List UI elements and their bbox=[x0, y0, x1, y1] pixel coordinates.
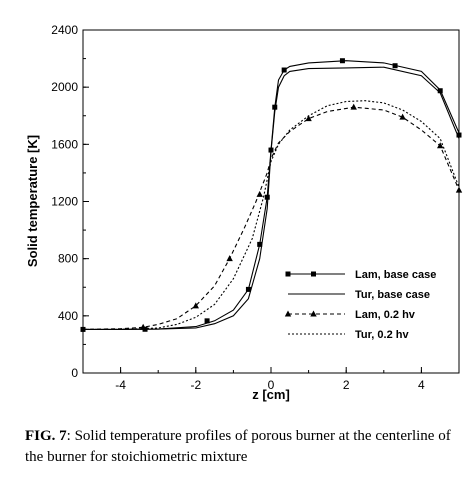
data-point-square bbox=[392, 63, 398, 69]
y-tick-label: 2400 bbox=[51, 23, 78, 37]
data-point-triangle bbox=[455, 186, 463, 193]
data-point-triangle bbox=[310, 310, 317, 317]
legend-label-2: Tur, base case bbox=[355, 289, 430, 301]
y-tick-label: 800 bbox=[58, 252, 78, 266]
data-point-triangle bbox=[399, 113, 406, 120]
data-point-square bbox=[281, 67, 287, 73]
y-tick-label: 0 bbox=[71, 366, 78, 380]
figure-caption: FIG. 7: Solid temperature profiles of po… bbox=[25, 426, 465, 468]
data-point-square bbox=[264, 194, 270, 200]
data-point-square bbox=[311, 271, 316, 277]
data-point-square bbox=[456, 132, 462, 138]
series-4 bbox=[83, 100, 460, 330]
legend-label-1: Lam, base case bbox=[355, 269, 436, 281]
x-tick-label: 4 bbox=[418, 378, 425, 392]
series-3 bbox=[82, 103, 463, 330]
data-point-triangle bbox=[284, 310, 292, 317]
caption-label: FIG. 7 bbox=[25, 428, 67, 444]
legend-label-3: Lam, 0.2 hv bbox=[355, 309, 416, 321]
data-point-square bbox=[437, 88, 443, 94]
series-layer bbox=[80, 58, 463, 332]
legend: Lam, base case Tur, base case Lam, 0.2 hv T… bbox=[284, 269, 436, 341]
data-point-square bbox=[204, 318, 210, 324]
data-point-triangle bbox=[305, 115, 312, 122]
data-point-square bbox=[285, 271, 291, 277]
data-point-triangle bbox=[256, 190, 263, 197]
y-tick-label: 2000 bbox=[51, 80, 78, 94]
data-point-triangle bbox=[192, 302, 199, 309]
x-axis-title: z [cm] bbox=[252, 387, 290, 402]
series-line-3 bbox=[82, 106, 460, 330]
y-tick-label: 1600 bbox=[51, 137, 78, 151]
x-axis-ticks: -4 -2 0 2 4 bbox=[82, 367, 460, 392]
legend-label-4: Tur, 0.2 hv bbox=[355, 329, 409, 341]
y-axis-ticks: 0 400 800 1200 1600 2000 2400 bbox=[51, 23, 89, 380]
data-point-triangle bbox=[350, 103, 357, 110]
data-point-triangle bbox=[226, 255, 233, 262]
x-tick-label: 2 bbox=[343, 378, 350, 392]
series-line-4 bbox=[83, 100, 460, 330]
y-tick-label: 1200 bbox=[51, 195, 78, 209]
x-tick-label: -2 bbox=[190, 378, 201, 392]
solid-temperature-chart: -4 -2 0 2 4 0 400 800 1200 1600 2000 2400 z [cm] S… bbox=[25, 23, 463, 402]
x-tick-label: 0 bbox=[268, 378, 275, 392]
data-point-square bbox=[339, 58, 345, 64]
y-axis-title: Solid temperature [K] bbox=[25, 135, 40, 267]
data-point-square bbox=[272, 104, 278, 110]
plot-frame bbox=[82, 29, 460, 374]
y-tick-label: 400 bbox=[58, 309, 78, 323]
x-tick-label: -4 bbox=[115, 378, 126, 392]
data-point-square bbox=[257, 241, 263, 247]
data-point-square bbox=[245, 286, 251, 292]
series-line-2 bbox=[83, 66, 460, 330]
data-point-triangle bbox=[437, 142, 444, 149]
caption-text: : Solid temperature profiles of porous b… bbox=[25, 428, 451, 465]
series-2 bbox=[83, 66, 460, 330]
